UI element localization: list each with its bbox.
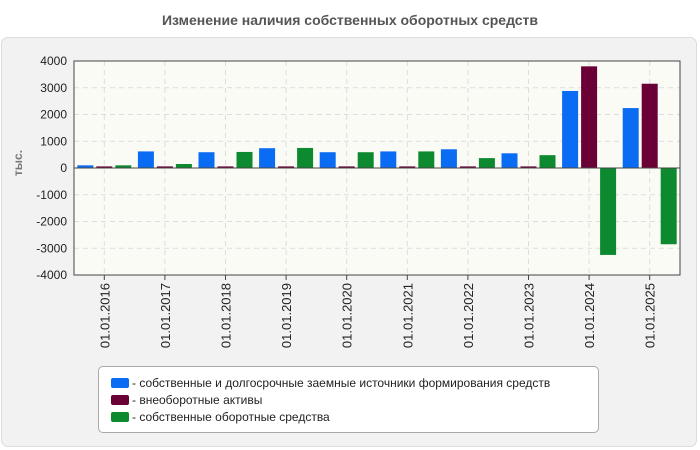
- bar: [259, 148, 276, 168]
- bar: [137, 151, 154, 168]
- bar: [175, 163, 192, 168]
- x-tick-label: 01.01.2016: [97, 283, 112, 348]
- legend-swatch-working-capital: [111, 411, 129, 422]
- legend-item-own-sources: - собственные и долгосрочные заемные ист…: [111, 374, 598, 391]
- legend-swatch-noncurrent-assets: [111, 394, 129, 405]
- x-tick-label: 01.01.2017: [158, 283, 173, 348]
- bar: [319, 152, 336, 168]
- bar: [562, 90, 579, 168]
- bar: [520, 166, 537, 168]
- x-tick-label: 01.01.2018: [219, 283, 234, 348]
- bar: [399, 166, 416, 168]
- legend-label-working-capital: - собственные оборотные средства: [132, 409, 330, 424]
- bar: [581, 66, 598, 168]
- y-tick-label: 2000: [40, 108, 67, 122]
- bar: [236, 151, 253, 168]
- y-axis-label-text: тыс.: [11, 149, 26, 177]
- bar: [217, 166, 234, 168]
- x-tick-label: 01.01.2022: [461, 283, 476, 348]
- y-tick-label: 3000: [40, 81, 67, 95]
- legend: - собственные и долгосрочные заемные ист…: [98, 366, 599, 433]
- bar: [478, 158, 495, 168]
- bar: [380, 151, 397, 168]
- chart-title: Изменение наличия собственных оборотных …: [161, 12, 539, 28]
- legend-item-noncurrent-assets: - внеоборотные активы: [111, 391, 598, 408]
- legend-label-noncurrent-assets: - внеоборотные активы: [132, 392, 263, 407]
- bar: [96, 166, 113, 168]
- y-tick-label: 0: [60, 161, 67, 175]
- legend-item-working-capital: - собственные оборотные средства: [111, 408, 598, 425]
- bar: [115, 165, 132, 168]
- bar: [501, 153, 518, 168]
- bar: [459, 166, 476, 168]
- bar: [156, 166, 173, 168]
- bar: [77, 165, 94, 168]
- bar: [297, 147, 314, 168]
- y-tick-label: -1000: [36, 188, 67, 202]
- y-tick-label: -3000: [36, 241, 67, 255]
- bar: [600, 168, 617, 255]
- y-tick-label: 1000: [40, 134, 67, 148]
- y-tick-label: -2000: [36, 215, 67, 229]
- legend-label-own-sources: - собственные и долгосрочные заемные ист…: [132, 375, 551, 390]
- legend-swatch-own-sources: [111, 377, 129, 388]
- x-tick-label: 01.01.2019: [279, 283, 294, 348]
- bar: [539, 155, 556, 168]
- bar: [641, 83, 658, 168]
- x-tick-label: 01.01.2021: [400, 283, 415, 348]
- bar: [338, 166, 355, 168]
- y-tick-label: 4000: [40, 54, 67, 68]
- bar: [622, 108, 639, 168]
- x-tick-label: 01.01.2024: [582, 283, 597, 348]
- bar: [660, 168, 677, 245]
- bar: [418, 151, 435, 168]
- x-tick-label: 01.01.2020: [340, 283, 355, 348]
- y-axis-label: тыс.: [5, 143, 31, 183]
- plot-border: [73, 60, 681, 276]
- x-tick-label: 01.01.2023: [522, 283, 537, 348]
- x-tick-label: 01.01.2025: [643, 283, 658, 348]
- bar: [198, 152, 215, 168]
- bar: [357, 152, 374, 168]
- bar: [440, 149, 457, 168]
- bar: [278, 166, 295, 168]
- y-tick-label: -4000: [36, 268, 67, 282]
